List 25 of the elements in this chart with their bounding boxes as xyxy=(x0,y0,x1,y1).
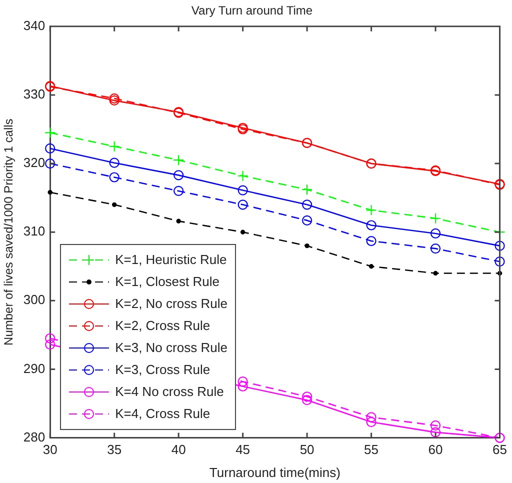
y-tick-label: 330 xyxy=(23,86,46,102)
y-tick-label: 300 xyxy=(23,292,46,308)
legend-label: K=3, No cross Rule xyxy=(115,340,228,356)
x-axis-title: Turnaround time(mins) xyxy=(209,464,340,480)
y-tick-label: 290 xyxy=(23,360,46,376)
y-tick-label: 280 xyxy=(23,429,46,444)
y-tick-label: 320 xyxy=(23,155,46,170)
x-tick-label: 50 xyxy=(300,442,314,458)
x-tick-label: 45 xyxy=(236,442,250,458)
x-tick-label: 30 xyxy=(42,442,58,458)
legend-label: K=4, Cross Rule xyxy=(115,406,210,422)
legend-label: K=3, Cross Rule xyxy=(115,362,210,378)
chart-title: Vary Turn around Time xyxy=(191,4,313,18)
y-tick-label: 340 xyxy=(23,18,46,33)
x-tick-label: 35 xyxy=(107,442,122,458)
x-tick-label: 65 xyxy=(492,442,508,458)
x-tick-label: 40 xyxy=(171,442,186,458)
legend-label: K=2, Cross Rule xyxy=(115,318,210,334)
x-tick-label: 60 xyxy=(428,442,443,458)
y-axis-title: Number of lives saved/1000 Priority 1 calls xyxy=(2,118,16,346)
y-tick-label: 310 xyxy=(23,224,46,239)
legend-label: K=1, Closest Rule xyxy=(115,274,220,290)
legend-label: K=2, No cross Rule xyxy=(115,296,228,312)
x-tick-label: 55 xyxy=(364,442,379,458)
legend-label: K=4 No cross Rule xyxy=(115,384,224,400)
